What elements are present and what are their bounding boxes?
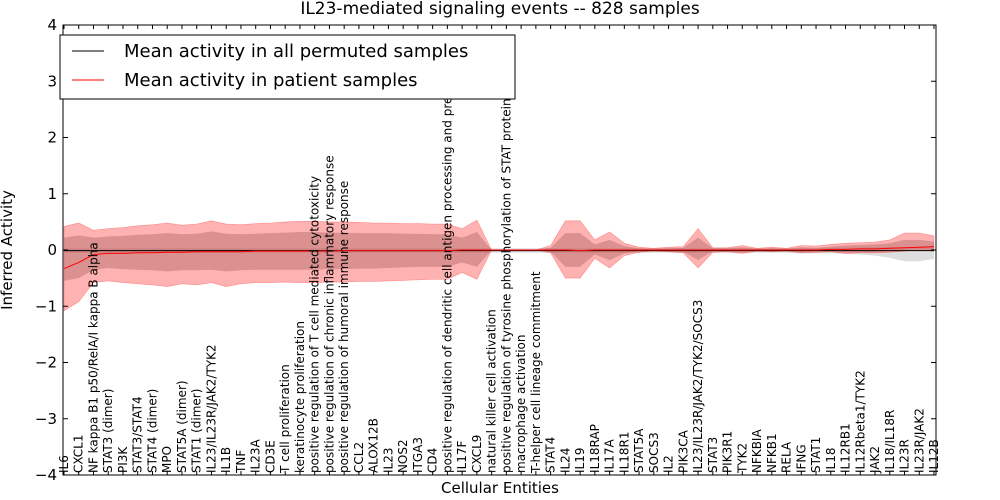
category-label: CD4	[426, 448, 440, 473]
category-label: IL1B	[219, 447, 233, 473]
category-label: IL18R1	[617, 431, 631, 472]
chart-title: IL23-mediated signaling events -- 828 sa…	[300, 0, 700, 19]
category-label: T-helper cell lineage commitment	[529, 271, 543, 474]
x-axis-ticks	[63, 25, 935, 475]
category-label: PIK3CA	[676, 429, 690, 473]
category-label: PI3K	[116, 446, 130, 473]
category-label: CXCL1	[72, 435, 86, 473]
patient-mean-line	[63, 246, 935, 270]
category-label: STAT4 (dimer)	[146, 389, 160, 473]
category-label: IL12RB1	[839, 423, 853, 473]
category-label: IL12Rbeta1/TYK2	[853, 370, 867, 473]
category-label: natural killer cell activation	[485, 309, 499, 473]
category-label: IL24	[558, 448, 572, 474]
category-label: MPO	[160, 446, 174, 473]
category-label: STAT3	[706, 437, 720, 473]
category-label: IL17F	[455, 440, 469, 472]
category-label: IL23R/JAK2	[912, 408, 926, 473]
category-label: IL18	[824, 448, 838, 474]
category-label: IL23/IL23R/JAK2/TYK2/SOCS3	[691, 300, 705, 473]
category-label: PIK3R1	[721, 431, 735, 473]
category-label: STAT5A (dimer)	[175, 380, 189, 473]
category-label: STAT1 (dimer)	[190, 389, 204, 473]
category-label: STAT3 (dimer)	[101, 389, 115, 473]
category-label: NOS2	[396, 439, 410, 473]
category-label: JAK2	[868, 446, 882, 474]
category-label: positive regulation of T cell mediated c…	[308, 176, 322, 473]
category-label: IL18/IL18R	[883, 410, 897, 473]
legend-label-patient: Mean activity in patient samples	[124, 70, 418, 91]
category-label: CXCL9	[470, 435, 484, 473]
category-label: STAT1	[809, 437, 823, 473]
y-tick-label: 0	[47, 241, 57, 259]
category-label: IL12B	[927, 439, 941, 473]
category-label: CCL2	[352, 442, 366, 473]
category-label: IL6	[57, 455, 71, 473]
category-label: SOCS3	[647, 432, 661, 473]
legend-label-permuted: Mean activity in all permuted samples	[124, 41, 468, 62]
y-tick-label: 4	[47, 16, 57, 34]
category-label: STAT4	[544, 437, 558, 473]
category-label: IL23/IL23R/JAK2/TYK2	[205, 344, 219, 473]
legend: Mean activity in all permuted samples Me…	[59, 34, 516, 100]
y-tick-label: 1	[47, 185, 57, 203]
category-label: positive regulation of chronic inflammat…	[322, 155, 336, 473]
category-label: CD3E	[263, 440, 277, 473]
category-label: TYK2	[735, 443, 749, 474]
category-label: NFKBIA	[750, 429, 764, 474]
category-label: ITGA3	[411, 437, 425, 473]
category-label: IL17A	[603, 439, 617, 473]
category-label: T cell proliferation	[278, 364, 292, 474]
series-lines	[63, 246, 935, 270]
category-label: positive regulation of tyrosine phosphor…	[499, 98, 513, 473]
y-tick-label: 2	[47, 129, 57, 147]
plot-area	[63, 219, 935, 312]
category-label: IL23	[381, 447, 395, 473]
y-axis-label: Inferred Activity	[0, 190, 16, 310]
category-label: IL19	[573, 447, 587, 473]
category-label: NF kappa B1 p50/RelA/I kappa B alpha	[87, 242, 101, 473]
y-tick-label: −1	[35, 297, 57, 315]
patient-inner-band	[64, 231, 934, 281]
category-label: IFNG	[794, 444, 808, 473]
y-tick-label: −3	[35, 410, 57, 428]
legend-box	[59, 34, 516, 100]
category-label: positive regulation of dendritic cell an…	[440, 40, 454, 473]
category-label: IL23A	[249, 439, 263, 473]
category-label: positive regulation of humoral immune re…	[337, 181, 351, 473]
category-label: TNF	[234, 450, 248, 474]
y-tick-label: −4	[35, 466, 57, 484]
category-label: RELA	[780, 441, 794, 473]
y-tick-label: −2	[35, 354, 57, 372]
category-label: IL2	[662, 455, 676, 473]
category-label: ALOX12B	[367, 418, 381, 473]
category-label: macrophage activation	[514, 334, 528, 472]
category-labels: IL6 CXCL1 NF kappa B1 p50/RelA/I kappa B a…	[57, 40, 941, 474]
y-axis: −4 −3 −2 −1 0 1 2 3 4	[35, 16, 936, 484]
x-axis-label: Cellular Entities	[441, 479, 559, 497]
category-label: keratinocyte proliferation	[293, 321, 307, 473]
category-label: NFKB1	[765, 433, 779, 473]
category-label: IL18RAP	[588, 424, 602, 473]
y-tick-label: 3	[47, 72, 57, 90]
category-label: STAT3/STAT4	[131, 396, 145, 473]
category-label: STAT5A	[632, 428, 646, 473]
category-label: IL23R	[898, 439, 912, 473]
